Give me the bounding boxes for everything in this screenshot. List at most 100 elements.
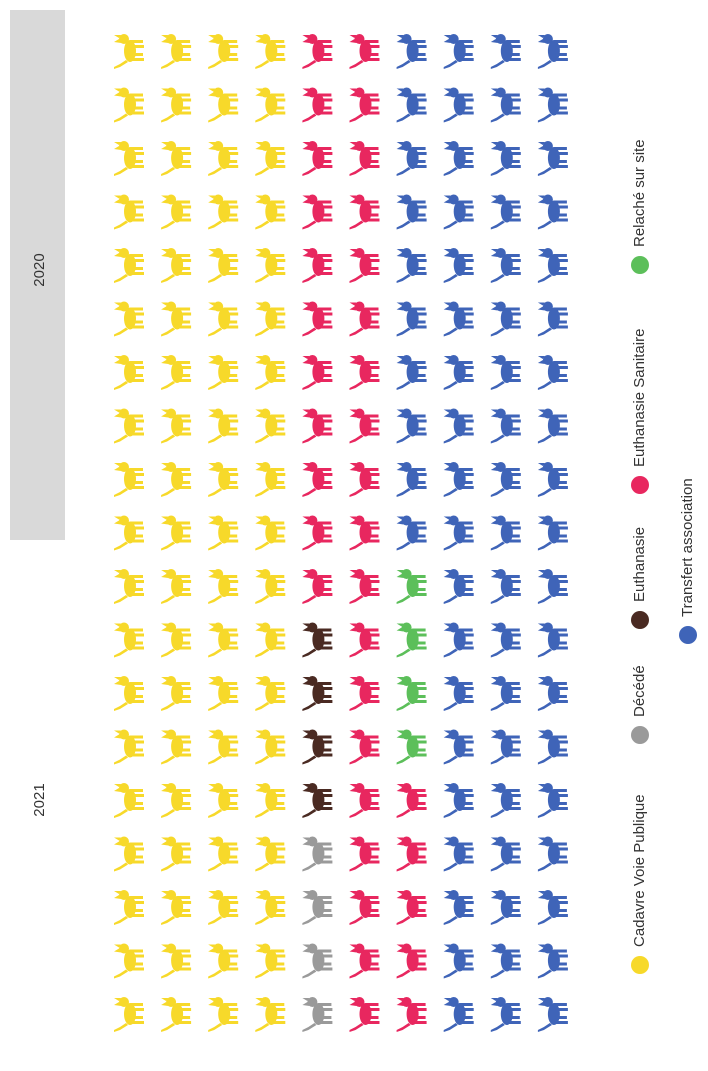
cat-icon (349, 34, 380, 69)
cat-icon (302, 87, 333, 123)
cat-icon (396, 141, 427, 176)
cat-icon (114, 997, 144, 1032)
cat-icon (396, 836, 427, 872)
cat-icon (161, 676, 192, 711)
cat-icon (396, 515, 427, 551)
cat-icon (302, 248, 333, 283)
cat-icon (208, 890, 239, 925)
cat-icon (255, 676, 286, 711)
cat-icon (443, 836, 474, 872)
cat-icon (490, 301, 521, 337)
cat-icon (302, 997, 333, 1032)
cat-icon (255, 890, 286, 925)
cat-icon (490, 355, 521, 390)
cat-icon (208, 515, 239, 551)
cat-icon (302, 462, 333, 497)
cat-icon (161, 408, 192, 444)
cat-icon (349, 569, 380, 604)
cat-icon (302, 676, 333, 711)
cat-icon (396, 87, 427, 123)
legend-swatch (631, 726, 649, 744)
cat-icon (161, 141, 192, 176)
cat-icon (208, 355, 239, 390)
cat-icon (396, 569, 427, 604)
cat-icon (443, 248, 474, 283)
cat-icon (114, 890, 144, 925)
cat-icon (255, 34, 286, 69)
cat-icon (161, 34, 192, 69)
cat-icon (161, 836, 192, 872)
cat-icon (208, 836, 239, 872)
cat-icon (302, 836, 333, 872)
cat-icon (443, 890, 474, 925)
cat-icon (396, 729, 427, 765)
legend-swatch (631, 476, 649, 494)
cat-icon (490, 462, 521, 497)
cat-icon (443, 34, 474, 69)
cat-icon (443, 408, 474, 444)
cat-icon (161, 87, 192, 123)
cat-icon (443, 622, 474, 658)
cat-icon (537, 248, 568, 283)
cat-icon (302, 34, 333, 69)
cat-icon (490, 569, 521, 604)
cat-icon (443, 141, 474, 176)
cat-icon (396, 194, 427, 230)
cat-icon (490, 194, 521, 230)
cat-icon (114, 569, 144, 604)
cat-icon (208, 408, 239, 444)
cat-icon (161, 569, 192, 604)
cat-icon (349, 622, 380, 658)
cat-icon (537, 997, 568, 1032)
cat-icon (349, 355, 380, 390)
cat-icon (208, 676, 239, 711)
cat-icon (490, 836, 521, 872)
cat-icon (537, 462, 568, 497)
cat-icon (443, 729, 474, 765)
cat-icon (302, 622, 333, 658)
cat-icon (302, 569, 333, 604)
cat-icon (537, 87, 568, 123)
cat-icon (537, 836, 568, 872)
cat-icon (349, 194, 380, 230)
cat-icon (255, 622, 286, 658)
cat-icon (114, 729, 144, 765)
cat-icon (443, 569, 474, 604)
legend-label: Cadavre Voie Publique (631, 794, 648, 947)
cat-icon (537, 355, 568, 390)
cat-icon (114, 676, 144, 711)
cat-icon (255, 87, 286, 123)
cat-icon (490, 34, 521, 69)
cat-icon (161, 462, 192, 497)
cat-icon (396, 248, 427, 283)
cat-icon (349, 515, 380, 551)
cat-icon (208, 622, 239, 658)
cat-icon (443, 676, 474, 711)
cat-icon (302, 515, 333, 551)
cat-icon (349, 783, 380, 818)
cat-icon (396, 34, 427, 69)
cat-icon (396, 943, 427, 979)
cat-icon (114, 141, 144, 176)
cat-icon (208, 462, 239, 497)
cat-icon (349, 836, 380, 872)
cat-icon (255, 355, 286, 390)
cat-icon (443, 943, 474, 979)
cat-icon (161, 783, 192, 818)
cat-icon (490, 783, 521, 818)
cat-icon (114, 301, 144, 337)
cat-icon (208, 729, 239, 765)
cat-icon (537, 890, 568, 925)
cat-icon (255, 569, 286, 604)
cat-icon (396, 997, 427, 1032)
cat-icon (537, 194, 568, 230)
cat-icon (161, 301, 192, 337)
cat-icon (490, 622, 521, 658)
cat-icon (255, 408, 286, 444)
cat-icon (114, 836, 144, 872)
cat-icon (537, 783, 568, 818)
cat-icon (161, 997, 192, 1032)
cat-icon (490, 676, 521, 711)
cat-icon (396, 301, 427, 337)
